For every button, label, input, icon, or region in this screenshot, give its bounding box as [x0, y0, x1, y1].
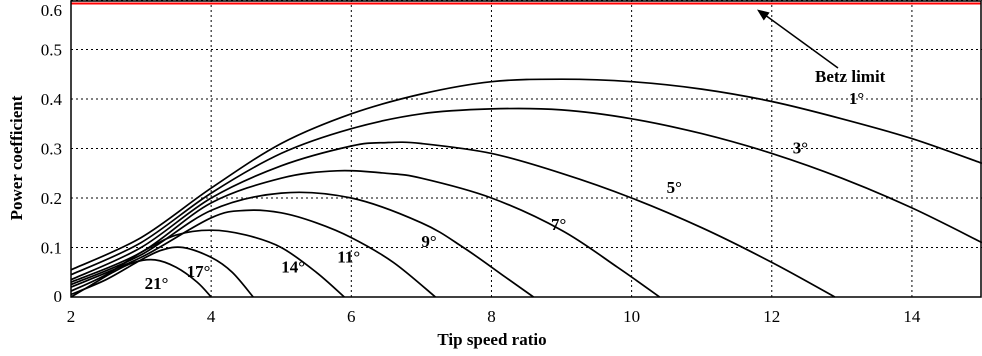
series-line-4: [70, 191, 534, 298]
y-tick-label-1: 0.1: [41, 239, 62, 258]
x-tick-label-5: 12: [763, 307, 780, 326]
y-tick-labels: 0 0.1 0.2 0.3 0.4 0.5 0.6: [41, 1, 63, 306]
series-line-6: [70, 229, 345, 298]
curve-label-7: 17°: [187, 262, 211, 281]
x-tick-labels: 2 4 6 8 10 12 14: [67, 307, 921, 326]
grid: [71, 0, 982, 297]
curve-labels: 1° 3° 5° 7° 9° 11° 14° 17° 21°: [145, 89, 865, 293]
curve-label-0: 1°: [849, 89, 864, 108]
series-line-2: [70, 141, 836, 298]
x-tick-label-1: 4: [207, 307, 216, 326]
plot-frame: [70, 0, 982, 298]
curves: [70, 78, 982, 298]
x-tick-label-3: 8: [487, 307, 496, 326]
series-line-8: [70, 258, 212, 298]
betz-arrow-shaft: [762, 12, 839, 69]
y-tick-label-5: 0.5: [41, 41, 62, 60]
curve-label-5: 11°: [337, 247, 360, 266]
series-line-5: [70, 209, 436, 298]
curve-label-6: 14°: [281, 257, 305, 276]
betz-limit-label: Betz limit: [815, 67, 886, 86]
series-line-0: [70, 78, 982, 271]
curve-label-3: 7°: [551, 215, 566, 234]
x-tick-label-2: 6: [347, 307, 356, 326]
y-tick-label-3: 0.3: [41, 140, 62, 159]
x-tick-label-0: 2: [67, 307, 76, 326]
y-tick-label-0: 0: [54, 287, 63, 306]
series-line-7: [70, 246, 254, 298]
x-axis-title: Tip speed ratio: [437, 330, 546, 349]
curve-label-1: 3°: [793, 138, 808, 157]
series-line-1: [70, 107, 982, 276]
y-tick-label-2: 0.2: [41, 189, 62, 208]
curve-label-8: 21°: [145, 274, 169, 293]
x-tick-label-6: 14: [903, 307, 921, 326]
curve-label-2: 5°: [667, 178, 682, 197]
y-tick-label-4: 0.4: [41, 90, 63, 109]
y-tick-label-6: 0.6: [41, 1, 62, 20]
x-tick-label-4: 10: [623, 307, 640, 326]
curve-label-4: 9°: [421, 232, 436, 251]
betz-arrow: [757, 9, 839, 69]
y-axis-title: Power coefficient: [7, 95, 26, 220]
betz-arrow-head: [757, 9, 770, 21]
series-line-3: [70, 169, 661, 298]
